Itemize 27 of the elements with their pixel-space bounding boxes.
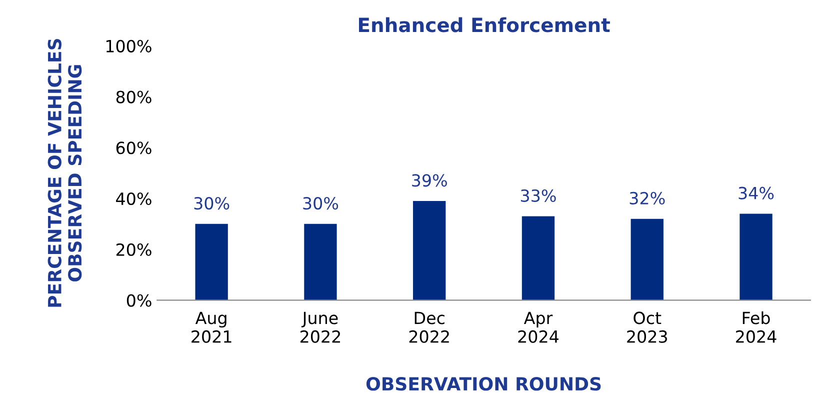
y-tick-label: 100% [106,40,152,52]
x-tick-label: Aug 2021 [192,312,232,343]
bar [413,201,446,300]
y-tick-label: 0% [126,294,152,307]
chart-title: Enhanced Enforcement [359,17,610,32]
data-label: 33% [520,189,556,202]
data-label: 30% [194,196,230,210]
bar [522,216,555,300]
data-label: 32% [630,192,665,204]
data-label: 34% [738,186,774,200]
bar [630,218,664,300]
data-label: 39% [412,174,447,187]
bar [304,224,337,300]
bar [195,224,228,300]
bar [740,214,772,300]
x-tick-label: Feb 2024 [736,311,776,343]
y-tick-label: 40% [116,192,152,206]
x-axis-title: OBSERVATION ROUNDS [366,377,601,391]
x-tick-label: Dec 2022 [409,312,449,343]
data-label: 30% [303,196,338,210]
y-tick-label: 80% [116,90,152,104]
y-tick-label: 20% [116,243,152,256]
x-tick-label: Apr 2024 [518,312,559,343]
y-axis-title: PERCENTAGE OF VEHICLES OBSERVED SPEEDING [48,39,82,307]
x-tick-label: June 2022 [300,312,340,343]
y-tick-label: 60% [116,142,152,154]
x-tick-label: Oct 2023 [627,312,667,343]
